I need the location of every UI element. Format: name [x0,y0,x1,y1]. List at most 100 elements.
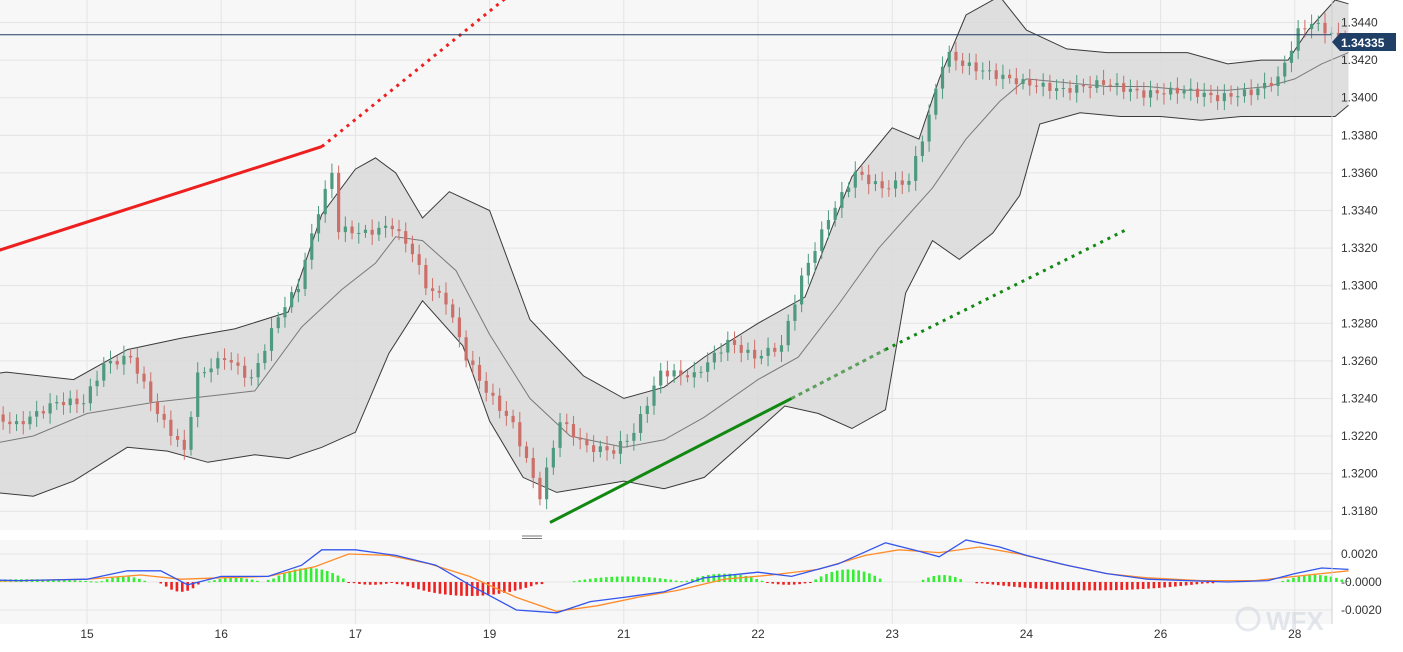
candle-body [129,355,133,358]
price-tick-label: 1.3380 [1341,128,1378,142]
macd-histogram-bar [819,576,823,582]
candle-body [243,365,247,378]
macd-histogram-bar [481,582,485,596]
date-tick-label: 15 [80,627,94,641]
candle-body [571,424,576,438]
macd-histogram-bar [1125,582,1129,590]
candle-body [981,70,985,72]
candle-body [397,229,401,232]
candle-body [1008,74,1012,79]
macd-histogram-bar [626,576,630,582]
macd-histogram-bar [1131,582,1134,590]
candle-body [974,62,978,72]
candle-body [209,368,213,373]
current-price-badge: 1.34335 [1332,33,1396,51]
date-tick-label: 23 [886,627,900,641]
candle-body [115,360,119,365]
macd-histogram-bar [62,579,66,582]
candle-body [873,181,878,185]
candle-body [625,440,629,442]
candle-body [558,422,562,448]
candle-body [1115,83,1119,86]
macd-histogram-bar [1147,582,1150,589]
macd-histogram-bar [873,575,877,582]
candle-body [712,352,716,363]
macd-histogram-bar [776,582,780,585]
candle-body [330,172,334,189]
macd-histogram-bar [497,582,501,594]
price-tick-label: 1.3360 [1341,166,1378,180]
macd-histogram-bar [798,582,801,585]
macd-histogram-bar [841,569,844,582]
candle-body [1061,87,1065,89]
bollinger-band-area [0,0,1349,497]
macd-histogram-bar [1018,582,1021,588]
price-tick-label: 1.3240 [1341,391,1378,405]
candle-body [598,446,602,452]
macd-histogram-bar [975,582,979,584]
candle-body [504,410,508,416]
candle-body [35,411,39,417]
candle-body [88,386,92,404]
macd-histogram-bar [1313,575,1317,582]
macd-histogram-bar [642,576,646,582]
macd-histogram-bar [991,582,995,585]
candle-body [1309,23,1314,30]
macd-histogram-bar [1061,582,1064,590]
macd-histogram-bar [470,582,474,596]
macd-histogram-bar [444,582,447,595]
macd-histogram-bar [336,575,340,582]
candle-body [283,307,287,318]
candle-body [316,214,321,234]
macd-histogram-bar [524,582,528,588]
macd-histogram-bar [272,578,275,582]
candle-body [162,413,166,420]
candle-body [276,317,280,329]
macd-histogram-bar [309,568,313,582]
candle-body [82,403,86,405]
macd-histogram-bar [851,569,855,582]
candle-body [1054,88,1059,91]
candle-body [592,445,596,452]
macd-histogram-bar [342,578,345,582]
candle-body [1316,22,1320,24]
macd-histogram-bar [825,573,828,582]
macd-histogram-bar [943,575,946,582]
macd-histogram-bar [277,575,281,582]
watermark-logo: WFX [1235,606,1324,636]
candle-body [269,328,274,351]
candle-body [1001,74,1005,79]
macd-histogram-bar [379,582,383,585]
candle-body [404,231,408,244]
macd-histogram-bar [492,582,495,595]
candle-body [618,441,623,454]
panel-resize-handle[interactable] [520,534,544,540]
candle-body [1122,83,1126,92]
candle-body [531,457,535,478]
macd-histogram-bar [980,582,984,584]
macd-histogram-bar [95,581,98,583]
macd-histogram-bar [406,582,410,587]
bollinger-bands [0,0,1349,497]
macd-histogram-bar [1174,582,1177,587]
candle-body [1242,89,1247,97]
macd-histogram-bar [701,575,705,582]
macd-histogram-bar [234,577,238,582]
price-tick-label: 1.3280 [1341,316,1378,330]
candle-body [1021,79,1025,85]
macd-histogram-bar [229,577,232,582]
macd-histogram-bar [191,582,195,589]
date-axis: 15 16 17 19 21 22 23 24 26 28 [80,0,1333,641]
support-trendline-dashed-faded [790,348,887,400]
macd-histogram-bar [213,580,216,582]
price-tick-label: 1.3260 [1341,354,1378,368]
candle-body [585,439,589,446]
candle-body [793,304,797,321]
macd-histogram-bar [111,577,114,582]
candle-body [303,259,307,289]
macd-histogram-bar [760,580,764,582]
candle-body [149,381,153,402]
resize-handle-bg[interactable] [520,534,544,540]
candle-body [900,180,904,185]
